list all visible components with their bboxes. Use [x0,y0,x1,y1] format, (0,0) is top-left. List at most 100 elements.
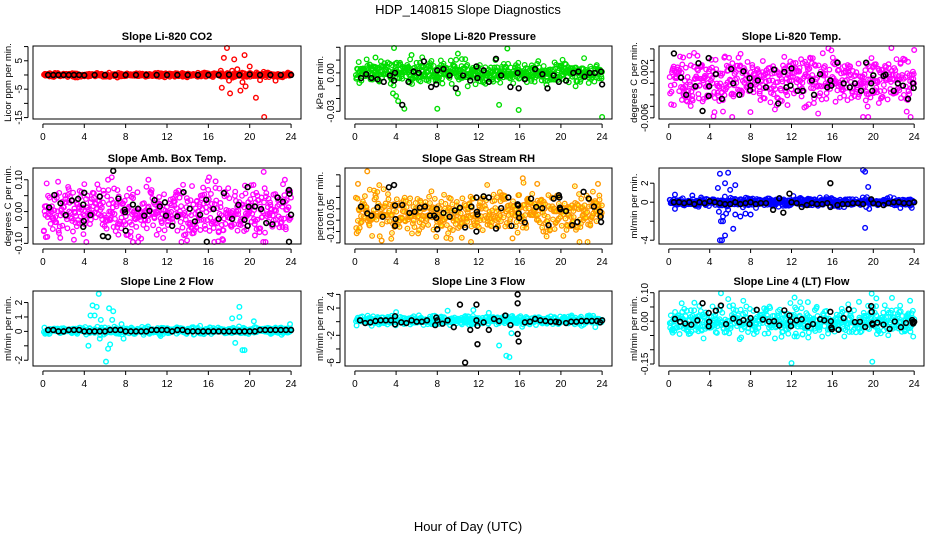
data-point-fill [408,202,410,204]
outlier-point [213,179,218,184]
data-point [768,100,773,105]
data-point [179,204,184,209]
figure-title: HDP_140815 Slope Diagnostics [375,2,561,17]
outlier-point [233,341,238,346]
data-point [723,194,728,199]
data-point [882,83,887,88]
average-point [81,224,86,229]
x-tick-label: 24 [597,132,609,143]
y-tick-label: 5 [14,58,25,64]
data-point-fill [450,198,452,200]
data-point [820,51,825,56]
data-point-fill [573,216,575,218]
average-point [812,92,817,97]
average-point [474,195,479,200]
outlier-point [743,211,748,216]
data-point-fill [499,215,501,217]
data-point [125,194,130,199]
data-point-fill [599,199,601,201]
outlier-point [273,78,278,83]
data-point [745,60,750,65]
data-point-fill [447,232,449,234]
outlier-point [228,91,233,96]
outlier-point [596,182,601,187]
data-point [105,194,110,199]
y-axis-label: degrees C per min. [629,42,640,123]
data-point-fill [441,225,443,227]
data-point-fill [596,220,598,222]
x-tick-label: 0 [666,132,672,143]
average-point [516,86,521,91]
data-point [356,60,361,65]
y-axis-label: ml/min per min. [315,296,326,361]
data-point-fill [504,226,506,228]
outlier-point [356,182,361,187]
outlier-point [723,181,728,186]
y-tick-label: -0.10 [326,220,337,243]
data-point-fill [368,225,370,227]
average-point [564,78,569,83]
outlier-point [258,78,263,83]
data-point [44,181,49,186]
data-point [877,101,882,106]
outlier-point [863,226,868,231]
data-point-fill [503,216,505,218]
panel-title: Slope Sample Flow [741,153,842,165]
data-point-fill [539,221,541,223]
x-tick-label: 4 [707,132,713,143]
outlier-point [230,316,235,321]
outlier-point [110,318,115,323]
data-point [162,192,167,197]
data-point-fill [516,221,518,223]
average-point [123,228,128,233]
data-point-fill [455,223,457,225]
average-point [211,207,216,212]
outlier-point [673,207,678,212]
average-point [130,202,135,207]
series-points [354,292,605,365]
y-axis-label: percent per min. [315,172,326,241]
series-points [42,168,294,244]
data-point-fill [399,226,401,228]
average-point [111,168,116,173]
outlier-point [738,214,743,219]
data-point [263,230,268,235]
data-point-fill [359,227,361,229]
average-point [828,181,833,186]
panel-title: Slope Li-820 CO2 [122,31,212,43]
data-point-fill [579,226,581,228]
average-point [506,195,511,200]
data-point-fill [580,198,582,200]
data-point-fill [565,218,567,220]
data-point-fill [418,229,420,231]
average-point [287,239,292,244]
data-point-fill [409,197,411,199]
data-point [262,200,267,205]
average-point [696,61,701,66]
y-tick-label: 0 [640,199,651,205]
outlier-point [106,177,111,182]
data-point [156,227,161,232]
outlier-point [365,169,370,174]
average-point [429,85,434,90]
data-point-fill [592,191,594,193]
data-point-fill [383,188,385,190]
panel-title: Slope Line 2 Flow [121,276,214,288]
outlier-point [42,228,47,233]
y-tick-label: 0.002 [640,59,651,84]
x-tick-label: 8 [435,132,441,143]
data-point-fill [584,204,586,206]
data-point-fill [389,220,391,222]
data-point-fill [587,241,589,243]
y-tick-label: 0.05 [326,199,337,219]
data-point-fill [564,203,566,205]
series-points [42,292,294,364]
data-point-fill [420,201,422,203]
data-point-fill [563,235,565,237]
outlier-point [733,212,738,217]
average-point [435,227,440,232]
data-point-fill [586,211,588,213]
data-point-fill [385,203,387,205]
